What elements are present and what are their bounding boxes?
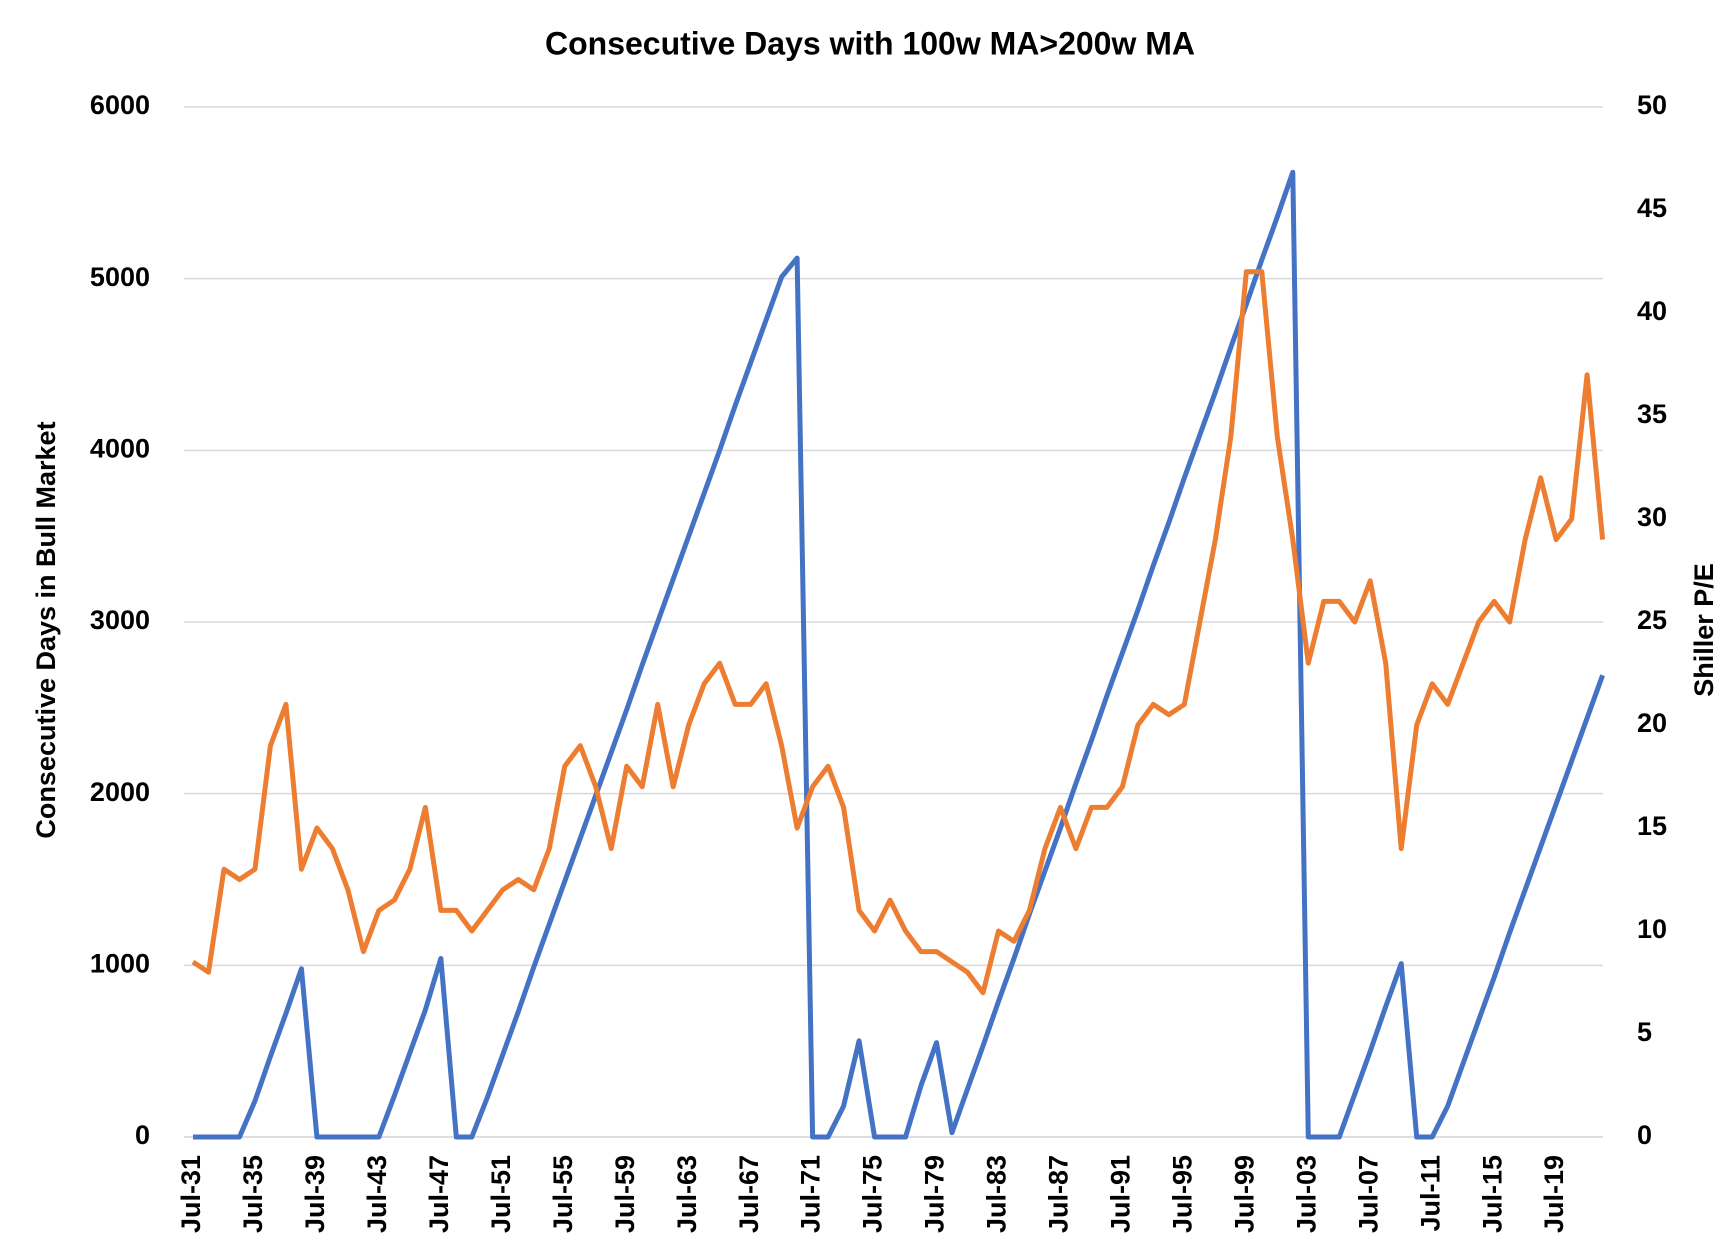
y2-tick-label: 0 bbox=[1637, 1120, 1652, 1150]
x-tick-label: Jul-03 bbox=[1291, 1155, 1321, 1233]
y2-tick-label: 50 bbox=[1637, 90, 1667, 120]
x-tick-label: Jul-79 bbox=[920, 1155, 950, 1233]
x-tick-label: Jul-99 bbox=[1229, 1155, 1259, 1233]
y2-tick-label: 20 bbox=[1637, 708, 1667, 738]
y-tick-label: 2000 bbox=[90, 777, 150, 807]
y-tick-label: 4000 bbox=[90, 433, 150, 463]
y2-tick-label: 25 bbox=[1637, 605, 1667, 635]
y2-tick-label: 35 bbox=[1637, 399, 1667, 429]
y2-tick-label: 10 bbox=[1637, 914, 1667, 944]
x-tick-label: Jul-59 bbox=[610, 1155, 640, 1233]
y2-tick-label: 40 bbox=[1637, 296, 1667, 326]
y-tick-label: 5000 bbox=[90, 262, 150, 292]
y2-tick-label: 45 bbox=[1637, 193, 1667, 223]
x-tick-label: Jul-31 bbox=[176, 1155, 206, 1233]
y2-tick-label: 5 bbox=[1637, 1017, 1652, 1047]
y-tick-label: 0 bbox=[135, 1120, 150, 1150]
x-tick-label: Jul-47 bbox=[424, 1155, 454, 1233]
x-tick-label: Jul-91 bbox=[1106, 1155, 1136, 1233]
x-tick-label: Jul-43 bbox=[362, 1155, 392, 1233]
x-tick-label: Jul-63 bbox=[672, 1155, 702, 1233]
x-tick-label: Jul-87 bbox=[1044, 1155, 1074, 1233]
x-tick-label: Jul-35 bbox=[238, 1155, 268, 1233]
x-tick-label: Jul-95 bbox=[1167, 1155, 1197, 1233]
x-tick-label: Jul-15 bbox=[1477, 1155, 1507, 1233]
x-tick-label: Jul-75 bbox=[858, 1155, 888, 1233]
x-tick-label: Jul-39 bbox=[300, 1155, 330, 1233]
y-tick-label: 3000 bbox=[90, 605, 150, 635]
x-tick-label: Jul-67 bbox=[734, 1155, 764, 1233]
x-tick-label: Jul-19 bbox=[1539, 1155, 1569, 1233]
y2-axis-title: Shiller P/E bbox=[1689, 563, 1719, 697]
x-tick-label: Jul-51 bbox=[486, 1155, 516, 1233]
chart-title: Consecutive Days with 100w MA>200w MA bbox=[545, 25, 1195, 61]
x-tick-label: Jul-83 bbox=[982, 1155, 1012, 1233]
series-line bbox=[193, 169, 1605, 1140]
y-tick-label: 1000 bbox=[90, 948, 150, 978]
y2-tick-label: 30 bbox=[1637, 502, 1667, 532]
x-tick-label: Jul-11 bbox=[1415, 1155, 1445, 1232]
x-tick-label: Jul-07 bbox=[1353, 1155, 1383, 1233]
series-line bbox=[191, 269, 1606, 996]
y-tick-label: 6000 bbox=[90, 90, 150, 120]
y-axis-title: Consecutive Days in Bull Market bbox=[31, 421, 61, 838]
x-tick-label: Jul-55 bbox=[548, 1155, 578, 1233]
y2-tick-label: 15 bbox=[1637, 811, 1667, 841]
x-tick-label: Jul-71 bbox=[796, 1155, 826, 1233]
